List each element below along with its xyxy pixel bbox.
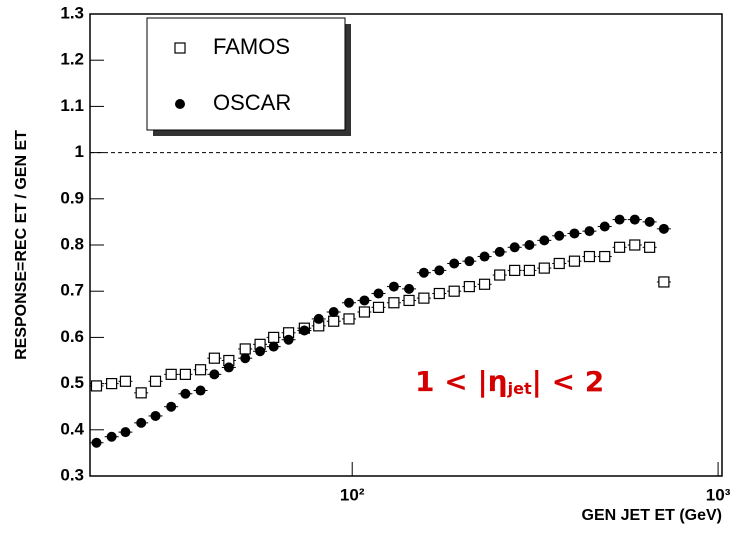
marker — [418, 292, 430, 304]
marker — [388, 297, 400, 309]
marker — [328, 315, 340, 327]
marker — [165, 368, 177, 380]
marker — [179, 368, 192, 380]
y-tick-label: 0.9 — [60, 188, 84, 207]
marker — [328, 306, 339, 317]
marker — [433, 287, 445, 300]
legend-label: OSCAR — [213, 90, 291, 115]
marker — [524, 240, 535, 250]
marker — [584, 226, 595, 237]
marker — [135, 387, 147, 399]
y-tick-label: 0.4 — [60, 419, 84, 438]
marker — [403, 294, 415, 307]
marker — [404, 283, 415, 294]
marker — [209, 369, 220, 380]
y-tick-label: 1.1 — [60, 96, 84, 115]
marker — [194, 364, 207, 376]
marker — [479, 251, 490, 262]
marker — [359, 295, 370, 306]
marker — [658, 223, 669, 234]
marker — [120, 427, 131, 438]
marker — [539, 235, 550, 246]
marker — [255, 346, 266, 357]
marker — [464, 256, 475, 267]
annotation: 1 < |ηjet| < 2 — [415, 365, 604, 398]
marker — [523, 264, 536, 277]
marker — [239, 343, 251, 355]
marker — [658, 276, 670, 288]
marker — [240, 353, 251, 364]
marker — [599, 250, 611, 263]
legend-marker — [174, 42, 186, 54]
y-tick-label: 0.7 — [60, 281, 84, 300]
marker — [509, 242, 520, 253]
marker — [166, 401, 177, 412]
marker — [136, 417, 147, 428]
marker — [343, 313, 355, 325]
marker — [268, 331, 280, 343]
marker — [283, 334, 294, 345]
marker — [448, 285, 460, 297]
marker — [568, 255, 581, 267]
marker — [388, 281, 399, 292]
marker — [195, 385, 206, 396]
y-tick-label: 1.3 — [60, 3, 84, 22]
marker — [554, 230, 565, 241]
marker — [538, 262, 550, 274]
y-tick-label: 0.8 — [60, 234, 84, 253]
marker — [644, 241, 656, 253]
marker — [91, 437, 102, 448]
x-axis-title: GEN JET ET (GeV) — [582, 507, 722, 524]
marker — [208, 352, 220, 364]
marker — [418, 267, 429, 278]
marker — [223, 362, 234, 373]
marker — [344, 297, 355, 308]
marker — [313, 313, 324, 324]
marker — [569, 228, 580, 239]
y-tick-label: 1.2 — [60, 50, 84, 69]
marker — [629, 214, 640, 225]
marker — [372, 301, 385, 313]
marker — [599, 221, 610, 232]
marker — [373, 288, 384, 299]
marker — [463, 280, 475, 293]
y-axis-title: RESPONSE=REC ET / GEN ET — [13, 130, 30, 360]
marker — [614, 214, 625, 225]
marker — [478, 278, 491, 290]
y-tick-label: 0.6 — [60, 327, 84, 346]
marker — [150, 410, 161, 421]
legend — [146, 17, 346, 131]
marker — [553, 257, 565, 270]
marker — [106, 378, 118, 390]
y-tick-label: 1 — [75, 142, 84, 161]
marker — [358, 306, 371, 318]
y-tick-label: 0.3 — [60, 465, 84, 484]
marker — [180, 388, 191, 399]
marker — [583, 250, 596, 263]
y-tick-label: 0.5 — [60, 373, 84, 392]
legend-marker — [175, 99, 185, 109]
legend-label: FAMOS — [213, 34, 290, 59]
marker — [106, 431, 117, 442]
marker — [494, 246, 505, 257]
marker — [494, 269, 506, 281]
annotation-text: | < 2 — [532, 365, 605, 398]
marker — [613, 241, 626, 253]
marker — [299, 325, 310, 336]
marker — [644, 216, 655, 227]
marker — [149, 375, 162, 387]
x-tick-label: 10² — [340, 485, 365, 504]
marker — [268, 341, 279, 352]
annotation-sub: jet — [507, 379, 532, 398]
marker — [449, 258, 460, 269]
marker — [629, 239, 641, 251]
marker — [434, 265, 445, 276]
marker — [119, 375, 132, 387]
marker — [90, 380, 103, 392]
marker — [509, 264, 521, 277]
x-tick-label: 10³ — [706, 485, 731, 504]
annotation-text: 1 < |η — [415, 365, 508, 398]
